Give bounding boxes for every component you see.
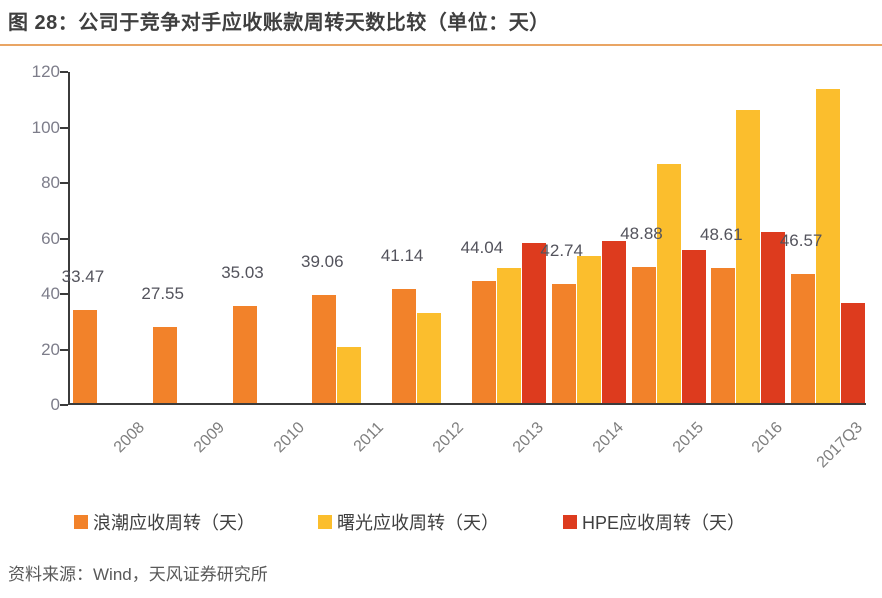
y-tick-label: 80: [41, 173, 60, 192]
bar-曙光应收周转（天）-2011: [337, 346, 362, 403]
y-tick-label: 100: [31, 117, 60, 137]
y-tick-label: 40: [41, 284, 60, 303]
source-note: 资料来源：Wind，天风证券研究所: [8, 565, 268, 584]
x-tick-label-2009: 2009: [190, 419, 228, 457]
legend-item-HPE应收周转（天）: HPE应收周转（天）: [563, 509, 745, 535]
y-tick-mark: [60, 71, 68, 73]
x-tick-label-2017Q3: 2017Q3: [813, 419, 867, 472]
bar-曙光应收周转（天）-2015: [656, 164, 681, 403]
bar-曙光应收周转（天）-2014: [576, 255, 601, 403]
bar-浪潮应收周转（天）-2012: [392, 288, 417, 403]
x-tick-label-2011: 2011: [350, 419, 388, 456]
data-label-2012: 41.14: [380, 245, 424, 265]
legend-swatch-icon: [74, 515, 88, 529]
bar-浪潮应收周转（天）-2009: [152, 326, 177, 403]
data-label-2014: 42.74: [540, 241, 583, 261]
y-tick-mark: [60, 404, 68, 406]
y-tick-label: 20: [41, 339, 60, 359]
x-tick-label-2016: 2016: [749, 419, 787, 457]
bar-曙光应收周转（天）-2017Q3: [816, 89, 841, 403]
y-tick-label: 120: [31, 62, 60, 81]
data-label-2015: 48.88: [620, 224, 663, 244]
y-tick-label: 60: [41, 228, 60, 248]
legend-swatch-icon: [563, 515, 577, 529]
bar-HPE应收周转（天）-2013: [521, 243, 546, 403]
data-label-2013: 44.04: [460, 237, 504, 257]
plot-area: [68, 72, 866, 405]
bar-浪潮应收周转（天）-2014: [551, 284, 576, 403]
legend-label: HPE应收周转（天）: [582, 513, 746, 533]
bar-HPE应收周转（天）-2015: [681, 250, 706, 403]
bar-曙光应收周转（天）-2012: [417, 312, 442, 403]
bar-HPE应收周转（天）-2016: [761, 232, 786, 403]
data-label-2008: 33.47: [61, 267, 105, 287]
title-divider: [0, 44, 882, 46]
y-tick-mark: [60, 293, 68, 295]
x-tick-label-2014: 2014: [589, 419, 627, 457]
legend-item-曙光应收周转（天）: 曙光应收周转（天）: [318, 509, 499, 535]
x-tick-label-2010: 2010: [270, 419, 308, 457]
bar-曙光应收周转（天）-2016: [736, 110, 761, 403]
bar-浪潮应收周转（天）-2016: [711, 268, 736, 403]
legend-item-浪潮应收周转（天）: 浪潮应收周转（天）: [74, 509, 255, 535]
data-label-2010: 35.03: [221, 262, 264, 282]
x-tick-label-2008: 2008: [110, 419, 148, 457]
data-label-2011: 39.06: [301, 251, 344, 271]
legend-label: 曙光应收周转（天）: [337, 513, 499, 533]
bar-HPE应收周转（天）-2014: [601, 240, 626, 403]
y-tick-label: 0: [50, 395, 60, 414]
legend-label: 浪潮应收周转（天）: [93, 513, 255, 533]
bar-浪潮应收周转（天）-2013: [471, 280, 496, 403]
bar-曙光应收周转（天）-2013: [496, 268, 521, 403]
y-tick-mark: [60, 182, 68, 184]
y-tick-mark: [60, 348, 68, 351]
data-label-2016: 48.61: [700, 225, 743, 245]
figure-title: 图 28：公司于竞争对手应收账款周转天数比较（单位：天）: [8, 12, 550, 34]
x-tick-label-2012: 2012: [429, 419, 468, 457]
y-tick-mark: [60, 126, 68, 129]
bar-浪潮应收周转（天）-2010: [232, 305, 257, 403]
bar-浪潮应收周转（天）-2011: [312, 294, 337, 403]
x-tick-label-2013: 2013: [509, 419, 547, 457]
bar-浪潮应收周转（天）-2008: [72, 310, 97, 403]
legend-swatch-icon: [318, 515, 332, 529]
data-label-2017Q3: 46.57: [779, 230, 823, 250]
x-tick-label-2015: 2015: [669, 419, 707, 457]
y-tick-mark: [60, 237, 68, 240]
bar-浪潮应收周转（天）-2015: [631, 267, 656, 403]
bar-浪潮应收周转（天）-2017Q3: [791, 273, 816, 403]
bar-HPE应收周转（天）-2017Q3: [841, 303, 866, 403]
data-label-2009: 27.55: [141, 283, 184, 303]
